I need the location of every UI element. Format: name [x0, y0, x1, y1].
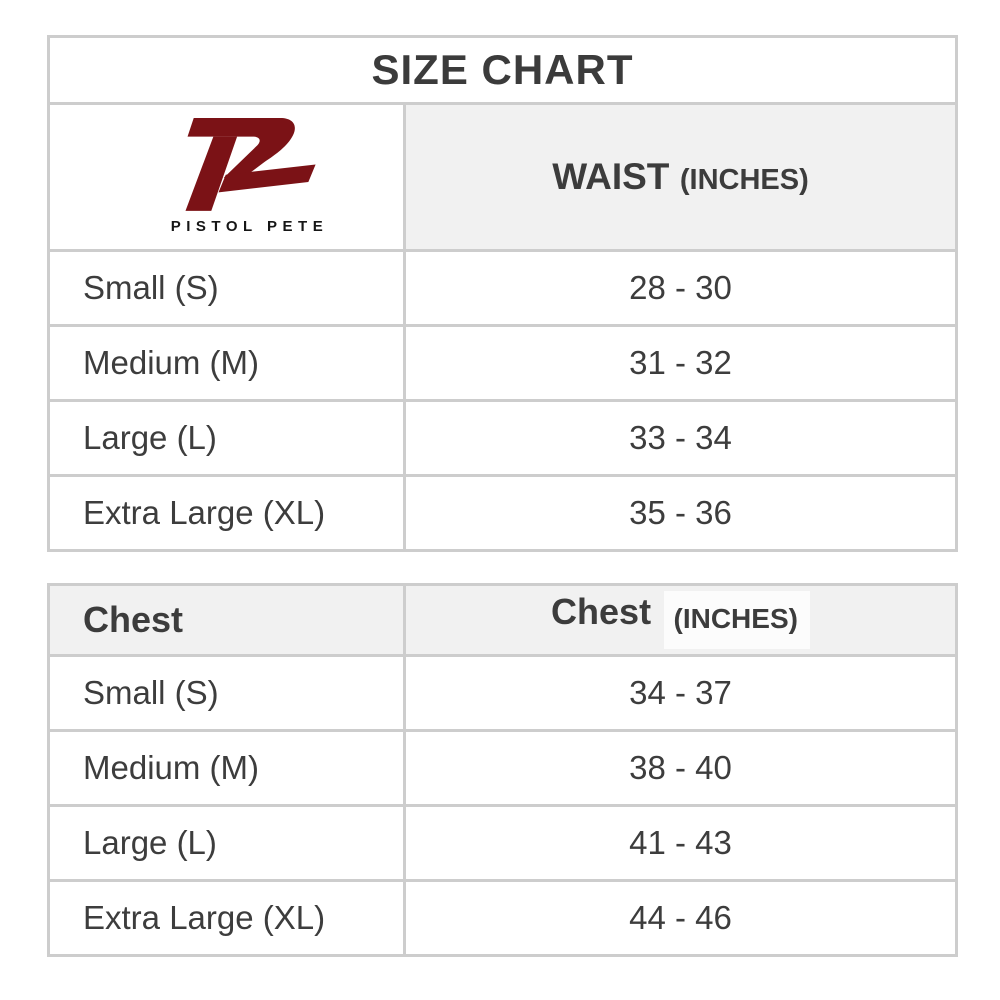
brand-name: PISTOL PETE: [170, 218, 329, 235]
size-value: 33 - 34: [403, 399, 958, 477]
waist-header-row: PISTOL PETE WAIST (INCHES): [47, 102, 958, 252]
size-label: Extra Large (XL): [47, 474, 406, 552]
waist-measure-label: WAIST: [552, 156, 670, 197]
size-label: Large (L): [47, 804, 406, 882]
size-value: 38 - 40: [403, 729, 958, 807]
waist-size-table: SIZE CHART PISTOL PETE WAIST (IN: [47, 35, 958, 552]
chest-size-table: Chest Chest (INCHES) Small (S) 34 - 37 M…: [47, 583, 958, 957]
brand-logo-cell: PISTOL PETE: [47, 102, 406, 252]
waist-header-cell: WAIST (INCHES): [403, 102, 958, 252]
size-chart-page: SIZE CHART PISTOL PETE WAIST (IN: [47, 35, 958, 957]
table-row: Small (S) 28 - 30: [47, 249, 958, 327]
chest-unit-label: (INCHES): [663, 591, 810, 649]
p2-logo-icon: [185, 118, 316, 211]
chest-row-header: Chest: [47, 583, 406, 657]
table-row: Large (L) 41 - 43: [47, 804, 958, 882]
size-label: Medium (M): [47, 729, 406, 807]
title-row: SIZE CHART: [47, 35, 958, 105]
size-value: 31 - 32: [403, 324, 958, 402]
table-row: Large (L) 33 - 34: [47, 399, 958, 477]
size-label: Large (L): [47, 399, 406, 477]
page-title: SIZE CHART: [47, 35, 958, 105]
size-value: 34 - 37: [403, 654, 958, 732]
size-value: 35 - 36: [403, 474, 958, 552]
chest-header-row: Chest Chest (INCHES): [47, 583, 958, 657]
size-value: 44 - 46: [403, 879, 958, 957]
table-row: Small (S) 34 - 37: [47, 654, 958, 732]
table-row: Medium (M) 38 - 40: [47, 729, 958, 807]
table-row: Extra Large (XL) 44 - 46: [47, 879, 958, 957]
size-label: Small (S): [47, 249, 406, 327]
size-value: 28 - 30: [403, 249, 958, 327]
chest-measure-label: Chest: [551, 591, 652, 633]
size-label: Extra Large (XL): [47, 879, 406, 957]
size-label: Medium (M): [47, 324, 406, 402]
size-value: 41 - 43: [403, 804, 958, 882]
chest-header-cell: Chest (INCHES): [403, 583, 958, 657]
pistol-pete-logo: PISTOL PETE: [171, 118, 328, 235]
table-row: Medium (M) 31 - 32: [47, 324, 958, 402]
size-label: Small (S): [47, 654, 406, 732]
table-row: Extra Large (XL) 35 - 36: [47, 474, 958, 552]
waist-unit-label: (INCHES): [679, 164, 809, 196]
